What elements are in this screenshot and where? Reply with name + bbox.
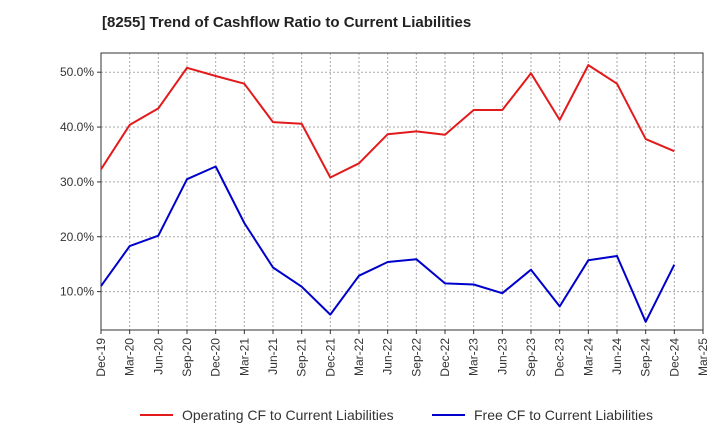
x-tick-label: Sep-24 [639, 338, 653, 377]
x-tick-label: Sep-23 [524, 338, 538, 377]
y-axis: 10.0% 20.0% 30.0% 40.0% 50.0% [60, 65, 101, 299]
x-tick-label: Mar-24 [581, 338, 595, 376]
series-line [100, 64, 675, 179]
x-tick-label: Mar-23 [467, 338, 481, 376]
x-tick-label: Dec-20 [209, 338, 223, 377]
gridlines [101, 53, 703, 330]
x-tick-label: Jun-21 [266, 338, 280, 375]
x-axis: Dec-19 Mar-20 Jun-20 Sep-20 Dec-20 Mar-21 Jun-… [94, 330, 710, 377]
x-tick-label: Mar-20 [123, 338, 137, 376]
legend-label: Operating CF to Current Liabilities [182, 407, 394, 423]
y-tick-label: 40.0% [60, 120, 94, 134]
x-tick-label: Sep-20 [180, 338, 194, 377]
x-tick-label: Dec-24 [667, 338, 681, 377]
series-line [100, 165, 676, 323]
x-tick-label: Mar-25 [696, 338, 710, 376]
plot-area-frame [100, 52, 704, 331]
x-tick-label: Jun-23 [495, 338, 509, 375]
chart-title: [8255] Trend of Cashflow Ratio to Curren… [102, 14, 472, 31]
series-lines [100, 64, 676, 323]
x-tick-label: Dec-19 [94, 338, 108, 377]
y-tick-label: 50.0% [60, 65, 94, 79]
x-tick-label: Jun-22 [381, 338, 395, 375]
x-tick-label: Dec-23 [553, 338, 567, 377]
x-tick-label: Mar-21 [237, 338, 251, 376]
x-tick-label: Mar-22 [352, 338, 366, 376]
y-tick-label: 20.0% [60, 230, 94, 244]
x-tick-label: Jun-20 [151, 338, 165, 375]
y-tick-label: 10.0% [60, 285, 94, 299]
y-tick-label: 30.0% [60, 175, 94, 189]
x-tick-label: Dec-21 [323, 338, 337, 377]
x-tick-label: Sep-21 [295, 338, 309, 377]
x-tick-label: Sep-22 [409, 338, 423, 377]
legend-label: Free CF to Current Liabilities [474, 407, 653, 423]
x-tick-label: Dec-22 [438, 338, 452, 377]
x-tick-label: Jun-24 [610, 338, 624, 375]
legend: Operating CF to Current Liabilities Free … [140, 407, 653, 423]
